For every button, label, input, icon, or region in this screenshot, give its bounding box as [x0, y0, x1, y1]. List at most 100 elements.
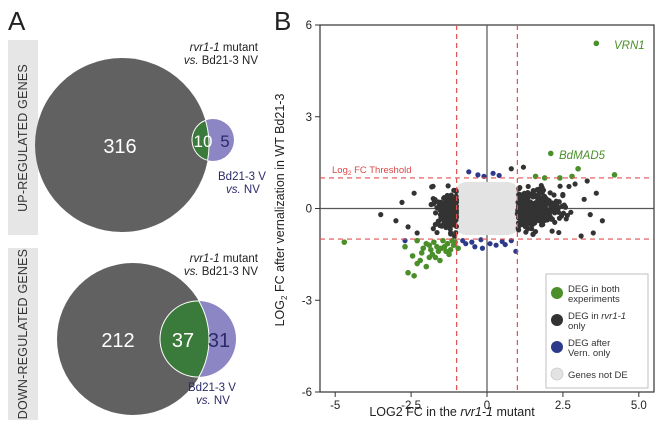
point-mutant-only	[521, 222, 527, 228]
up-mutant-label-word: mutant	[220, 42, 259, 54]
point-vern-only	[487, 241, 493, 247]
point-mutant-only	[516, 195, 523, 202]
point-mutant-only	[445, 183, 451, 189]
point-both	[447, 246, 454, 253]
up-regulated-tab: UP-REGULATED GENES	[8, 40, 38, 235]
down-mutant-label-ref: Bd21-3 NV	[199, 266, 259, 278]
point-both	[423, 240, 430, 247]
point-vern-only	[490, 170, 496, 176]
point-both	[418, 250, 425, 256]
point-mutant-only	[430, 201, 437, 207]
point-both	[547, 150, 554, 157]
x-tick-label: 2.5	[555, 400, 571, 412]
panel-a-letter: A	[8, 6, 26, 36]
point-mutant-only	[581, 196, 587, 202]
point-mutant-only	[529, 226, 535, 232]
down-mutant-count: 212	[101, 330, 134, 352]
down-mutant-label-vs: vs.	[184, 266, 199, 278]
legend-label-mutant-word: DEG in	[568, 311, 601, 322]
point-mutant-only	[447, 202, 453, 208]
point-vern-only	[469, 239, 475, 245]
point-both	[434, 243, 440, 250]
x-tick-label: -5	[330, 400, 340, 412]
down-overlap-count: 37	[172, 330, 194, 352]
down-mutant-label-line1: rvr1-1 mutant	[190, 253, 259, 265]
threshold-label: Log2 FC Threshold	[332, 165, 412, 177]
legend-label-vern-2: Vern. only	[568, 348, 610, 359]
point-mutant-only	[393, 218, 399, 224]
point-both	[593, 40, 600, 47]
y-tick-label: -6	[302, 387, 312, 399]
point-both	[417, 257, 423, 264]
point-mutant-only	[439, 202, 445, 208]
x-axis-label: LOG2 FC in the rvr1-1 mutant	[369, 405, 535, 419]
point-mutant-only	[545, 198, 551, 204]
point-mutant-only	[448, 230, 454, 236]
point-mutant-only	[584, 178, 590, 184]
up-mutant-label-ref: Bd21-3 NV	[199, 55, 259, 67]
point-mutant-only	[532, 228, 539, 235]
point-mutant-only	[547, 215, 554, 221]
point-mutant-only	[551, 192, 557, 198]
point-vern-only	[478, 237, 484, 243]
point-mutant-only	[557, 183, 563, 189]
y-tick-label: 3	[306, 112, 312, 124]
legend-label-both-2: experiments	[568, 294, 620, 305]
point-mutant-only	[539, 217, 545, 223]
point-mutant-only	[378, 212, 384, 218]
threshold-label-sub: 2	[348, 170, 352, 177]
x-tick-label: 0	[484, 400, 490, 412]
point-mutant-only	[553, 198, 559, 204]
up-vern-label-line2: vs. NV	[226, 184, 260, 196]
point-mutant-only	[540, 221, 546, 228]
legend-swatch-vern	[551, 341, 563, 353]
point-mutant-only	[508, 166, 514, 172]
legend-label-mutant-2: only	[568, 321, 586, 332]
point-both	[557, 175, 563, 181]
point-mutant-only	[531, 218, 537, 224]
point-mutant-only	[528, 200, 534, 206]
point-both	[341, 239, 348, 245]
point-mutant-only	[560, 192, 566, 199]
up-venn: 316 10 5 rvr1-1 mutant vs. Bd21-3 NV Bd2…	[35, 42, 266, 232]
point-both	[420, 245, 427, 252]
gene-label-bdmad5: BdMAD5	[559, 150, 606, 162]
point-mutant-only	[541, 210, 547, 216]
down-vern-label-vs: vs.	[196, 395, 211, 407]
legend-label-mutant-gene: rvr1-1	[601, 311, 626, 322]
point-vern-only	[463, 241, 469, 247]
point-vern-only	[472, 244, 478, 250]
point-mutant-only	[531, 193, 538, 199]
point-mutant-only	[405, 224, 411, 230]
point-both	[575, 165, 581, 172]
point-mutant-only	[437, 206, 443, 213]
legend-label-mutant-1: DEG in rvr1-1	[568, 311, 626, 322]
point-mutant-only	[430, 226, 436, 232]
point-mutant-only	[549, 228, 555, 234]
up-overlap-count: 10	[194, 132, 213, 151]
up-mutant-label-vs: vs.	[184, 55, 199, 67]
point-mutant-only	[532, 201, 538, 207]
point-both	[611, 172, 618, 178]
down-mutant-label-line2: vs. Bd21-3 NV	[184, 266, 258, 278]
point-mutant-only	[535, 210, 541, 217]
point-both	[443, 248, 449, 255]
y-axis-label-part1: LOG	[273, 300, 287, 326]
point-mutant-only	[526, 193, 532, 199]
point-mutant-only	[453, 230, 459, 236]
point-mutant-only	[435, 218, 441, 224]
x-tick-label: 5.0	[631, 400, 647, 412]
y-tick-label: 0	[306, 204, 312, 216]
point-mutant-only	[399, 199, 405, 205]
point-mutant-only	[568, 209, 574, 215]
y-axis-label-part3: FC after vernalization in WT Bd21-3	[273, 94, 287, 296]
point-mutant-only	[549, 202, 555, 208]
x-axis-label-part1: LOG2 FC in the	[369, 405, 460, 419]
point-mutant-only	[523, 213, 529, 219]
down-venn: 212 37 31 rvr1-1 mutant vs. Bd21-3 NV Bd…	[57, 253, 259, 415]
legend-swatch-both	[551, 287, 563, 299]
down-overlap-region	[159, 300, 210, 378]
point-mutant-only	[547, 190, 553, 196]
down-regulated-tab: DOWN-REGULATED GENES	[8, 248, 38, 420]
point-both	[428, 246, 434, 253]
